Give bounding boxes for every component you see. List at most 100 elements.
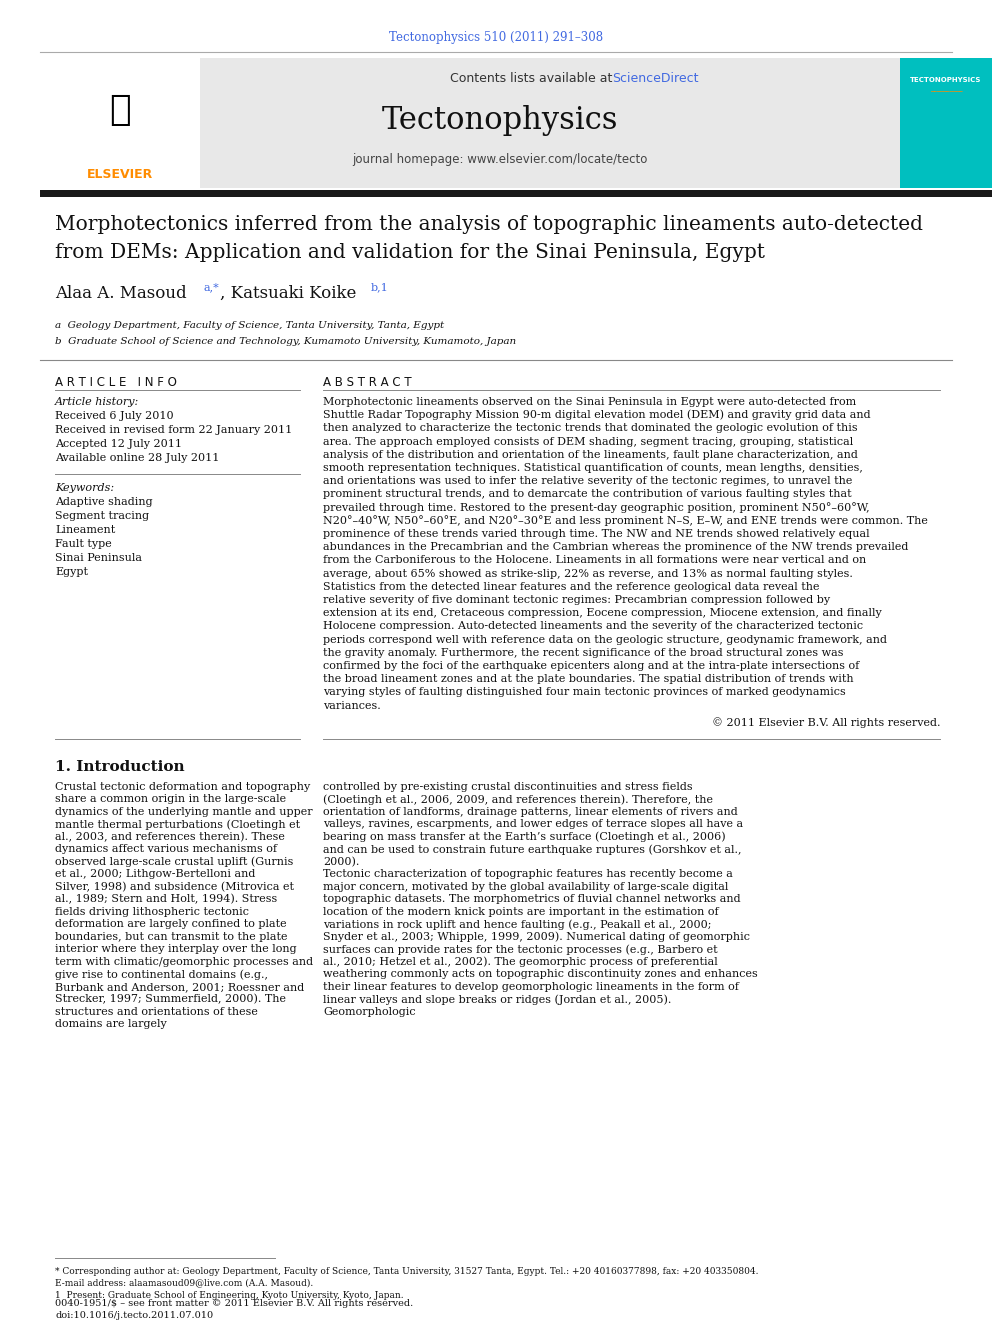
- Text: A B S T R A C T: A B S T R A C T: [323, 376, 412, 389]
- Text: Tectonophysics: Tectonophysics: [382, 105, 618, 135]
- Text: smooth representation techniques. Statistical quantification of counts, mean len: smooth representation techniques. Statis…: [323, 463, 863, 474]
- Text: and orientations was used to infer the relative severity of the tectonic regimes: and orientations was used to infer the r…: [323, 476, 852, 486]
- Bar: [200, 58, 900, 188]
- Text: average, about 65% showed as strike-slip, 22% as reverse, and 13% as normal faul: average, about 65% showed as strike-slip…: [323, 569, 853, 578]
- Text: a,*: a,*: [204, 282, 220, 292]
- Text: the broad lineament zones and at the plate boundaries. The spatial distribution : the broad lineament zones and at the pla…: [323, 675, 854, 684]
- Text: N20°–40°W, N50°–60°E, and N20°–30°E and less prominent N–S, E–W, and ENE trends : N20°–40°W, N50°–60°E, and N20°–30°E and …: [323, 516, 928, 527]
- Text: analysis of the distribution and orientation of the lineaments, fault plane char: analysis of the distribution and orienta…: [323, 450, 858, 460]
- Text: variances.: variances.: [323, 701, 381, 710]
- Text: A R T I C L E   I N F O: A R T I C L E I N F O: [55, 376, 177, 389]
- Text: dynamics affect various mechanisms of: dynamics affect various mechanisms of: [55, 844, 277, 855]
- Text: share a common origin in the large-scale: share a common origin in the large-scale: [55, 794, 286, 804]
- Text: b  Graduate School of Science and Technology, Kumamoto University, Kumamoto, Jap: b Graduate School of Science and Technol…: [55, 336, 516, 345]
- Text: Crustal tectonic deformation and topography: Crustal tectonic deformation and topogra…: [55, 782, 310, 791]
- Text: give rise to continental domains (e.g.,: give rise to continental domains (e.g.,: [55, 968, 268, 979]
- Text: bearing on mass transfer at the Earth’s surface (Cloetingh et al., 2006): bearing on mass transfer at the Earth’s …: [323, 832, 725, 841]
- Text: Morphotectonic lineaments observed on the Sinai Peninsula in Egypt were auto-det: Morphotectonic lineaments observed on th…: [323, 397, 856, 407]
- Text: Snyder et al., 2003; Whipple, 1999, 2009). Numerical dating of geomorphic: Snyder et al., 2003; Whipple, 1999, 2009…: [323, 931, 750, 942]
- Text: 1. Introduction: 1. Introduction: [55, 759, 185, 774]
- Text: doi:10.1016/j.tecto.2011.07.010: doi:10.1016/j.tecto.2011.07.010: [55, 1311, 213, 1319]
- Text: controlled by pre-existing crustal discontinuities and stress fields: controlled by pre-existing crustal disco…: [323, 782, 692, 791]
- Text: structures and orientations of these: structures and orientations of these: [55, 1007, 258, 1017]
- Text: Holocene compression. Auto-detected lineaments and the severity of the character: Holocene compression. Auto-detected line…: [323, 622, 863, 631]
- Text: Geomorphologic: Geomorphologic: [323, 1007, 416, 1017]
- Text: confirmed by the foci of the earthquake epicenters along and at the intra-plate : confirmed by the foci of the earthquake …: [323, 662, 859, 671]
- Text: Strecker, 1997; Summerfield, 2000). The: Strecker, 1997; Summerfield, 2000). The: [55, 994, 286, 1004]
- Text: valleys, ravines, escarpments, and lower edges of terrace slopes all have a: valleys, ravines, escarpments, and lower…: [323, 819, 743, 830]
- Text: Lineament: Lineament: [55, 525, 115, 534]
- Text: location of the modern knick points are important in the estimation of: location of the modern knick points are …: [323, 906, 718, 917]
- Text: ELSEVIER: ELSEVIER: [87, 168, 153, 181]
- Text: variations in rock uplift and hence faulting (e.g., Peakall et al., 2000;: variations in rock uplift and hence faul…: [323, 919, 711, 930]
- Text: al., 2010; Hetzel et al., 2002). The geomorphic process of preferential: al., 2010; Hetzel et al., 2002). The geo…: [323, 957, 718, 967]
- Text: Burbank and Anderson, 2001; Roessner and: Burbank and Anderson, 2001; Roessner and: [55, 982, 305, 992]
- Text: term with climatic/geomorphic processes and: term with climatic/geomorphic processes …: [55, 957, 313, 967]
- Text: domains are largely: domains are largely: [55, 1019, 167, 1029]
- Text: 2000).: 2000).: [323, 857, 359, 867]
- Text: topographic datasets. The morphometrics of fluvial channel networks and: topographic datasets. The morphometrics …: [323, 894, 741, 905]
- Text: weathering commonly acts on topographic discontinuity zones and enhances: weathering commonly acts on topographic …: [323, 970, 758, 979]
- Text: Statistics from the detected linear features and the reference geological data r: Statistics from the detected linear feat…: [323, 582, 819, 591]
- Text: interior where they interplay over the long: interior where they interplay over the l…: [55, 945, 297, 954]
- Text: deformation are largely confined to plate: deformation are largely confined to plat…: [55, 919, 287, 929]
- Text: , Katsuaki Koike: , Katsuaki Koike: [220, 284, 362, 302]
- Text: major concern, motivated by the global availability of large-scale digital: major concern, motivated by the global a…: [323, 882, 728, 892]
- Text: Sinai Peninsula: Sinai Peninsula: [55, 553, 142, 564]
- Text: Contents lists available at: Contents lists available at: [450, 71, 616, 85]
- Text: 1  Present: Graduate School of Engineering, Kyoto University, Kyoto, Japan.: 1 Present: Graduate School of Engineerin…: [55, 1290, 404, 1299]
- Text: from the Carboniferous to the Holocene. Lineaments in all formations were near v: from the Carboniferous to the Holocene. …: [323, 556, 866, 565]
- Text: mantle thermal perturbations (Cloetingh et: mantle thermal perturbations (Cloetingh …: [55, 819, 301, 830]
- Text: Keywords:: Keywords:: [55, 483, 114, 493]
- Text: Received in revised form 22 January 2011: Received in revised form 22 January 2011: [55, 425, 293, 435]
- Text: et al., 2000; Lithgow-Bertelloni and: et al., 2000; Lithgow-Bertelloni and: [55, 869, 255, 880]
- Text: varying styles of faulting distinguished four main tectonic provinces of marked : varying styles of faulting distinguished…: [323, 688, 846, 697]
- Text: linear valleys and slope breaks or ridges (Jordan et al., 2005).: linear valleys and slope breaks or ridge…: [323, 994, 672, 1004]
- Text: E-mail address: alaamasoud09@live.com (A.A. Masoud).: E-mail address: alaamasoud09@live.com (A…: [55, 1278, 313, 1287]
- Text: Tectonophysics 510 (2011) 291–308: Tectonophysics 510 (2011) 291–308: [389, 32, 603, 45]
- Text: journal homepage: www.elsevier.com/locate/tecto: journal homepage: www.elsevier.com/locat…: [352, 153, 648, 167]
- Text: Shuttle Radar Topography Mission 90-m digital elevation model (DEM) and gravity : Shuttle Radar Topography Mission 90-m di…: [323, 410, 871, 421]
- Text: al., 2003, and references therein). These: al., 2003, and references therein). Thes…: [55, 832, 285, 841]
- Text: ──────────: ──────────: [930, 90, 962, 94]
- Text: abundances in the Precambrian and the Cambrian whereas the prominence of the NW : abundances in the Precambrian and the Ca…: [323, 542, 909, 552]
- Text: Morphotectonics inferred from the analysis of topographic lineaments auto-detect: Morphotectonics inferred from the analys…: [55, 216, 923, 234]
- Text: ScienceDirect: ScienceDirect: [612, 71, 698, 85]
- Text: © 2011 Elsevier B.V. All rights reserved.: © 2011 Elsevier B.V. All rights reserved…: [711, 717, 940, 728]
- Text: a  Geology Department, Faculty of Science, Tanta University, Tanta, Egypt: a Geology Department, Faculty of Science…: [55, 320, 444, 329]
- Text: surfaces can provide rates for the tectonic processes (e.g., Barbero et: surfaces can provide rates for the tecto…: [323, 945, 717, 955]
- Text: 🌳: 🌳: [109, 93, 131, 127]
- Text: the gravity anomaly. Furthermore, the recent significance of the broad structura: the gravity anomaly. Furthermore, the re…: [323, 648, 843, 658]
- Text: Article history:: Article history:: [55, 397, 139, 407]
- Text: extension at its end, Cretaceous compression, Eocene compression, Miocene extens: extension at its end, Cretaceous compres…: [323, 609, 882, 618]
- Text: Silver, 1998) and subsidence (Mitrovica et: Silver, 1998) and subsidence (Mitrovica …: [55, 881, 294, 892]
- Text: Received 6 July 2010: Received 6 July 2010: [55, 411, 174, 421]
- Text: fields driving lithospheric tectonic: fields driving lithospheric tectonic: [55, 906, 249, 917]
- Text: dynamics of the underlying mantle and upper: dynamics of the underlying mantle and up…: [55, 807, 312, 816]
- Text: periods correspond well with reference data on the geologic structure, geodynami: periods correspond well with reference d…: [323, 635, 887, 644]
- Text: relative severity of five dominant tectonic regimes: Precambrian compression fol: relative severity of five dominant tecto…: [323, 595, 830, 605]
- Text: TECTONOPHYSICS: TECTONOPHYSICS: [911, 77, 982, 83]
- Text: Alaa A. Masoud: Alaa A. Masoud: [55, 284, 191, 302]
- Text: Segment tracing: Segment tracing: [55, 511, 149, 521]
- Text: Fault type: Fault type: [55, 538, 112, 549]
- Text: prominent structural trends, and to demarcate the contribution of various faulti: prominent structural trends, and to dema…: [323, 490, 851, 499]
- Text: 0040-1951/$ – see front matter © 2011 Elsevier B.V. All rights reserved.: 0040-1951/$ – see front matter © 2011 El…: [55, 1298, 414, 1307]
- Text: Accepted 12 July 2011: Accepted 12 July 2011: [55, 439, 182, 448]
- Text: b,1: b,1: [371, 282, 389, 292]
- Text: from DEMs: Application and validation for the Sinai Peninsula, Egypt: from DEMs: Application and validation fo…: [55, 243, 765, 262]
- Text: orientation of landforms, drainage patterns, linear elements of rivers and: orientation of landforms, drainage patte…: [323, 807, 738, 816]
- Text: observed large-scale crustal uplift (Gurnis: observed large-scale crustal uplift (Gur…: [55, 856, 294, 867]
- Text: Egypt: Egypt: [55, 568, 88, 577]
- Text: Tectonic characterization of topographic features has recently become a: Tectonic characterization of topographic…: [323, 869, 733, 880]
- Bar: [40, 191, 992, 197]
- Bar: [900, 58, 992, 188]
- Text: then analyzed to characterize the tectonic trends that dominated the geologic ev: then analyzed to characterize the tecton…: [323, 423, 858, 434]
- Text: (Cloetingh et al., 2006, 2009, and references therein). Therefore, the: (Cloetingh et al., 2006, 2009, and refer…: [323, 794, 713, 804]
- Text: prominence of these trends varied through time. The NW and NE trends showed rela: prominence of these trends varied throug…: [323, 529, 870, 538]
- Text: area. The approach employed consists of DEM shading, segment tracing, grouping, : area. The approach employed consists of …: [323, 437, 853, 447]
- Text: Available online 28 July 2011: Available online 28 July 2011: [55, 452, 219, 463]
- Text: their linear features to develop geomorphologic lineaments in the form of: their linear features to develop geomorp…: [323, 982, 739, 992]
- Text: boundaries, but can transmit to the plate: boundaries, but can transmit to the plat…: [55, 931, 288, 942]
- Text: * Corresponding author at: Geology Department, Faculty of Science, Tanta Univers: * Corresponding author at: Geology Depar…: [55, 1266, 759, 1275]
